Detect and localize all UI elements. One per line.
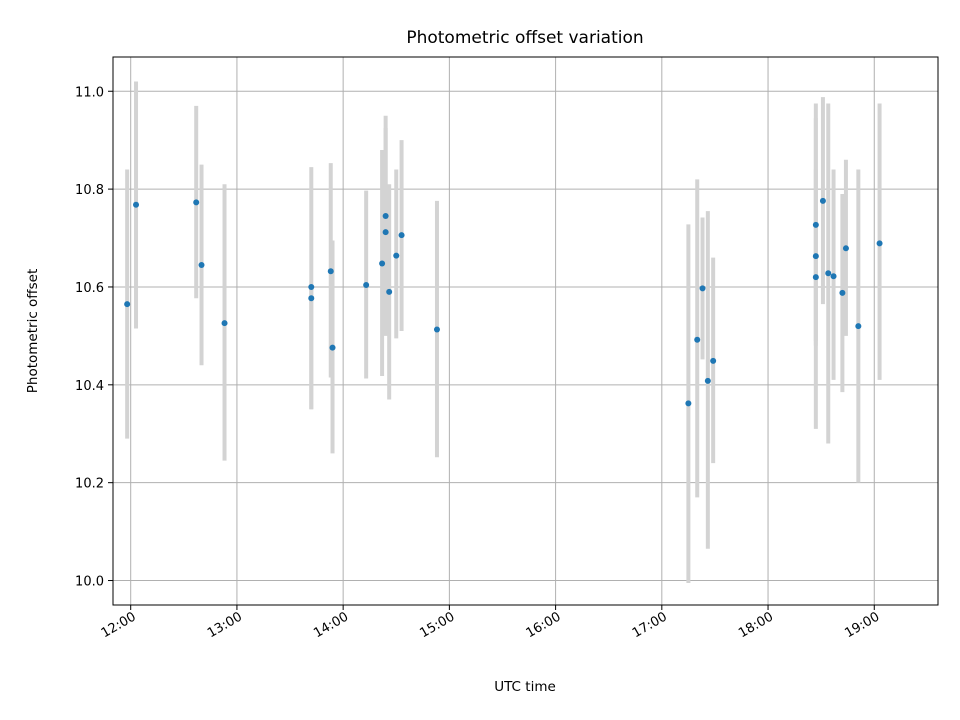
data-point xyxy=(382,229,389,236)
y-tick-label: 10.4 xyxy=(75,379,104,394)
chart-title: Photometric offset variation xyxy=(406,28,643,48)
data-point xyxy=(842,245,849,252)
data-point xyxy=(198,261,205,268)
data-point xyxy=(710,357,717,364)
data-point xyxy=(812,274,819,281)
x-axis-label: UTC time xyxy=(494,679,556,695)
data-point xyxy=(433,326,440,333)
data-point xyxy=(876,240,883,247)
data-point xyxy=(839,289,846,296)
data-point xyxy=(825,270,832,277)
data-point xyxy=(329,344,336,351)
data-point xyxy=(308,283,315,290)
y-axis-label: Photometric offset xyxy=(25,269,41,393)
y-tick-label: 10.6 xyxy=(75,281,104,296)
data-point xyxy=(699,285,706,292)
grid xyxy=(113,57,938,605)
y-axis-ticks: 10.0 10.2 10.4 10.6 10.8 11.0 xyxy=(75,85,113,590)
y-tick-label: 11.0 xyxy=(75,85,104,100)
data-point xyxy=(382,213,389,220)
data-point xyxy=(327,268,334,275)
y-tick-label: 10.2 xyxy=(75,477,104,492)
data-point xyxy=(308,295,315,302)
data-point xyxy=(830,273,837,280)
data-point xyxy=(398,232,405,239)
data-point xyxy=(704,377,711,384)
data-point xyxy=(685,400,692,407)
plot-frame xyxy=(112,56,939,606)
data-point xyxy=(819,197,826,204)
y-tick-label: 10.8 xyxy=(75,183,104,198)
data-point xyxy=(855,323,862,330)
data-point xyxy=(193,199,200,206)
data-point xyxy=(393,252,400,259)
data-points xyxy=(124,197,883,407)
data-point xyxy=(379,260,386,267)
y-tick-label: 10.0 xyxy=(75,575,104,590)
data-point xyxy=(386,288,393,295)
data-point xyxy=(694,336,701,343)
data-point xyxy=(812,221,819,228)
data-point xyxy=(124,301,131,308)
data-point xyxy=(221,320,228,327)
data-point xyxy=(812,253,819,260)
data-point xyxy=(363,282,370,289)
data-point xyxy=(133,201,140,208)
